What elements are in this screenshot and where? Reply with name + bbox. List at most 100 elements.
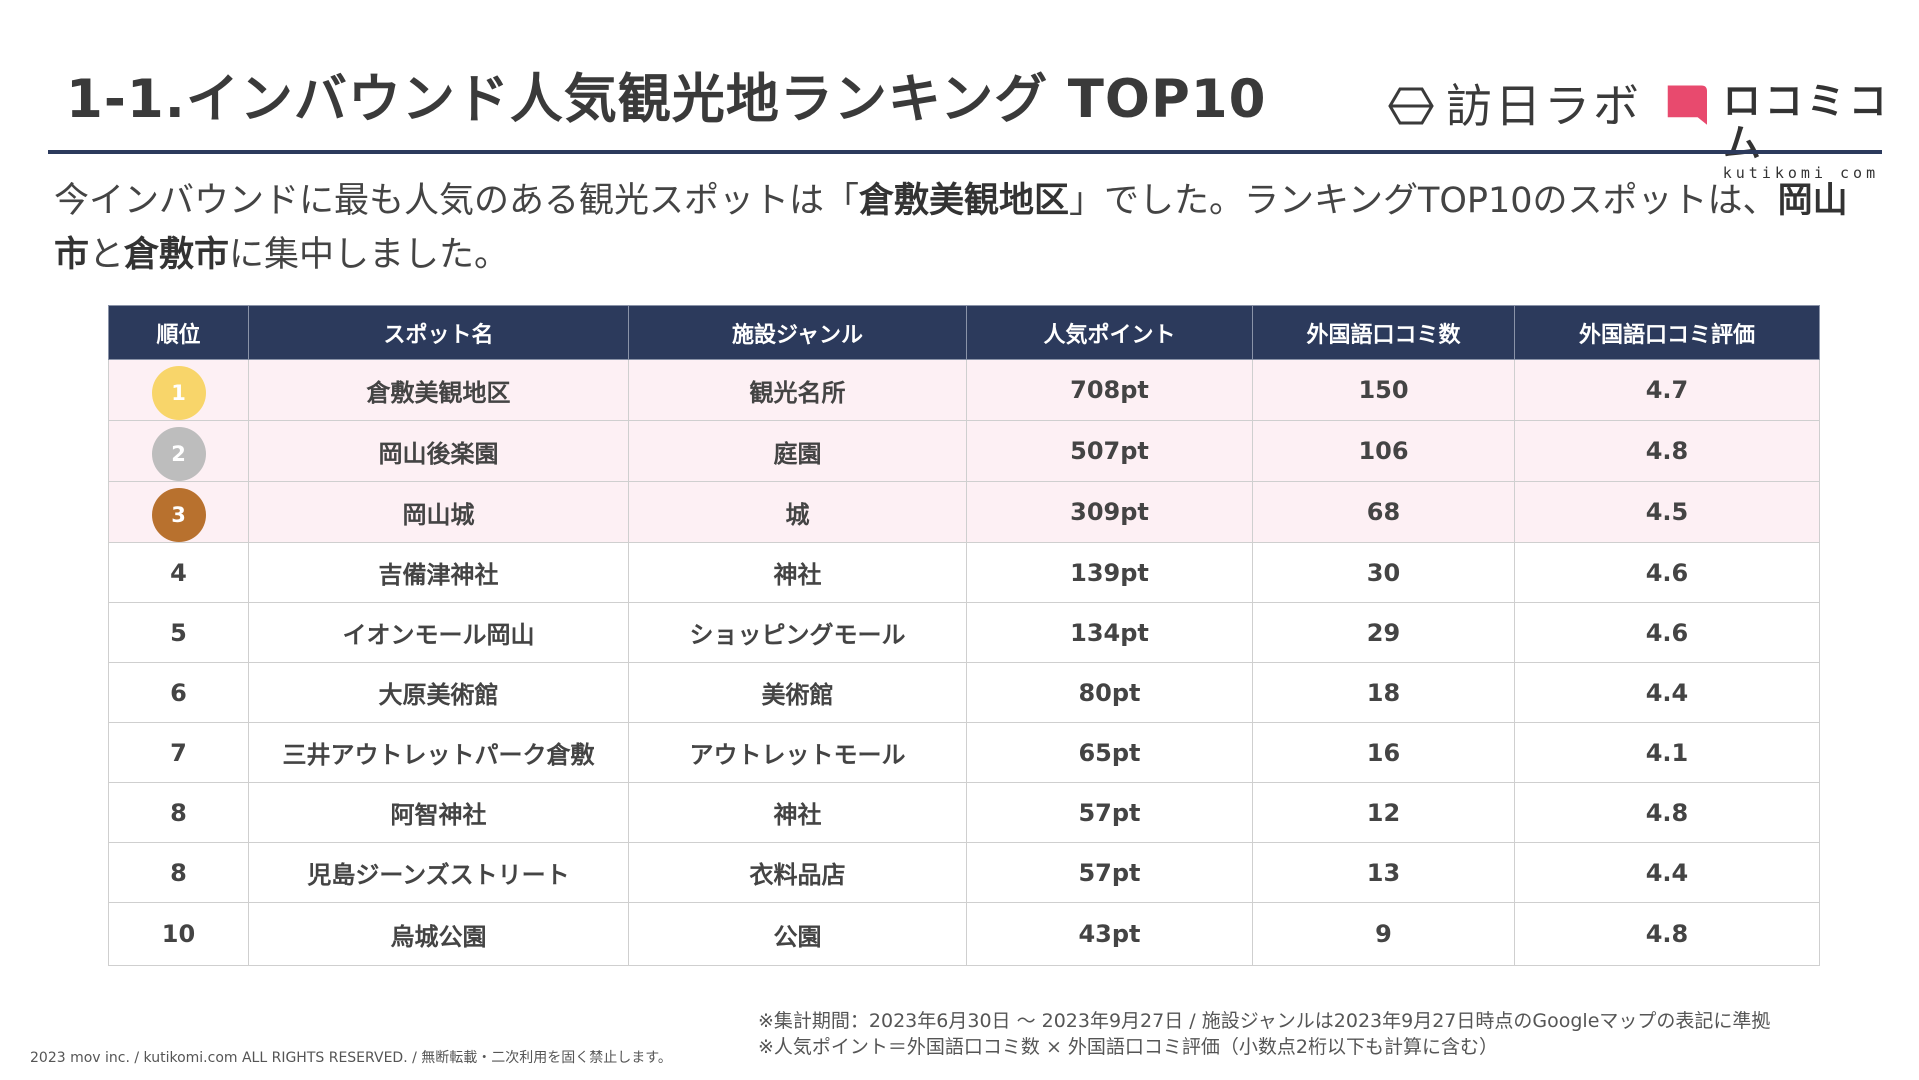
- reviews-cell: 18: [1252, 662, 1515, 723]
- rating-cell: 4.8: [1514, 782, 1820, 843]
- genre-cell: アウトレットモール: [628, 722, 967, 783]
- rank-cell: 7: [108, 722, 249, 783]
- column-header: 順位: [108, 305, 249, 360]
- table-row: 4 吉備津神社 神社 139pt 30 4.6: [108, 542, 1820, 603]
- footnotes: ※集計期間：2023年6月30日 ～ 2023年9月27日 / 施設ジャンルは2…: [758, 1008, 1770, 1060]
- gold-medal: 1: [151, 366, 206, 420]
- column-header: 外国語口コミ評価: [1514, 305, 1820, 360]
- footnote-formula: ※人気ポイント＝外国語口コミ数 × 外国語口コミ評価（小数点2桁以下も計算に含む…: [758, 1036, 1499, 1058]
- table-row: 5 イオンモール岡山 ショッピングモール 134pt 29 4.6: [108, 602, 1820, 663]
- lead-paragraph: 今インバウンドに最も人気のある観光スポットは「倉敷美観地区」でした。ランキングT…: [54, 174, 1854, 282]
- rating-cell: 4.7: [1514, 359, 1820, 421]
- lead-text: 」でした。ランキングTOP10のスポットは、: [1069, 181, 1778, 221]
- footnote-period: ※集計期間：2023年6月30日 ～ 2023年9月27日 / 施設ジャンルは2…: [758, 1010, 1771, 1032]
- spot-name-cell: イオンモール岡山: [248, 602, 629, 663]
- genre-cell: 衣料品店: [628, 842, 967, 903]
- lead-text: と: [89, 235, 125, 275]
- kutikomi-logo: ロコミコム kutikomi com: [1664, 80, 1919, 182]
- column-header: 人気ポイント: [966, 305, 1253, 360]
- points-cell: 134pt: [966, 602, 1253, 663]
- bronze-medal: 3: [151, 488, 206, 542]
- points-cell: 708pt: [966, 359, 1253, 421]
- hexagon-logo-icon: [1388, 87, 1434, 125]
- reviews-cell: 68: [1252, 481, 1515, 543]
- rank-cell: 5: [108, 602, 249, 663]
- rating-cell: 4.6: [1514, 542, 1820, 603]
- lead-emphasis: 倉敷美観地区: [859, 181, 1070, 221]
- table-row: 1 倉敷美観地区 観光名所 708pt 150 4.7: [108, 359, 1820, 421]
- logo2-main: ロコミコム: [1722, 79, 1891, 165]
- rating-cell: 4.4: [1514, 842, 1820, 903]
- reviews-cell: 13: [1252, 842, 1515, 903]
- genre-cell: 城: [628, 481, 967, 543]
- genre-cell: 神社: [628, 542, 967, 603]
- rating-cell: 4.8: [1514, 420, 1820, 482]
- genre-cell: 庭園: [628, 420, 967, 482]
- rating-cell: 4.4: [1514, 662, 1820, 723]
- reviews-cell: 12: [1252, 782, 1515, 843]
- spot-name-cell: 児島ジーンズストリート: [248, 842, 629, 903]
- table-row: 8 阿智神社 神社 57pt 12 4.8: [108, 782, 1820, 843]
- table-row: 10 烏城公園 公園 43pt 9 4.8: [108, 902, 1820, 966]
- spot-name-cell: 烏城公園: [248, 902, 629, 966]
- points-cell: 57pt: [966, 782, 1253, 843]
- rank-cell: 10: [108, 902, 249, 966]
- rank-cell: 8: [108, 782, 249, 843]
- rating-cell: 4.1: [1514, 722, 1820, 783]
- spot-name-cell: 吉備津神社: [248, 542, 629, 603]
- spot-name-cell: 岡山後楽園: [248, 420, 629, 482]
- rank-cell: 6: [108, 662, 249, 723]
- column-header: スポット名: [248, 305, 629, 360]
- reviews-cell: 150: [1252, 359, 1515, 421]
- table-row: 2 岡山後楽園 庭園 507pt 106 4.8: [108, 420, 1820, 482]
- table-row: 8 児島ジーンズストリート 衣料品店 57pt 13 4.4: [108, 842, 1820, 903]
- reviews-cell: 106: [1252, 420, 1515, 482]
- spot-name-cell: 倉敷美観地区: [248, 359, 629, 421]
- rank-cell: 4: [108, 542, 249, 603]
- rank-cell: 2: [108, 420, 249, 482]
- reviews-cell: 9: [1252, 902, 1515, 966]
- rank-cell: 8: [108, 842, 249, 903]
- reviews-cell: 16: [1252, 722, 1515, 783]
- rating-cell: 4.8: [1514, 902, 1820, 966]
- points-cell: 507pt: [966, 420, 1253, 482]
- points-cell: 65pt: [966, 722, 1253, 783]
- table-row: 7 三井アウトレットパーク倉敷 アウトレットモール 65pt 16 4.1: [108, 722, 1820, 783]
- genre-cell: 観光名所: [628, 359, 967, 421]
- rank-cell: 3: [108, 481, 249, 543]
- spot-name-cell: 三井アウトレットパーク倉敷: [248, 722, 629, 783]
- ranking-table: 順位 スポット名 施設ジャンル 人気ポイント 外国語口コミ数 外国語口コミ評価 …: [108, 305, 1820, 966]
- silver-medal: 2: [151, 427, 206, 481]
- points-cell: 309pt: [966, 481, 1253, 543]
- table-row: 3 岡山城 城 309pt 68 4.5: [108, 481, 1820, 543]
- genre-cell: 神社: [628, 782, 967, 843]
- points-cell: 43pt: [966, 902, 1253, 966]
- lead-text: 今インバウンドに最も人気のある観光スポットは「: [54, 181, 860, 221]
- spot-name-cell: 阿智神社: [248, 782, 629, 843]
- points-cell: 139pt: [966, 542, 1253, 603]
- rating-cell: 4.5: [1514, 481, 1820, 543]
- lead-emphasis: 倉敷市: [124, 235, 230, 275]
- points-cell: 57pt: [966, 842, 1253, 903]
- table-row: 6 大原美術館 美術館 80pt 18 4.4: [108, 662, 1820, 723]
- rank-cell: 1: [108, 359, 249, 421]
- title-divider: [48, 150, 1882, 154]
- column-header: 外国語口コミ数: [1252, 305, 1515, 360]
- speech-bubble-icon: [1667, 85, 1707, 125]
- houjin-labo-logo: 訪日ラボ: [1388, 78, 1642, 134]
- spot-name-cell: 大原美術館: [248, 662, 629, 723]
- lead-text: に集中しました。: [229, 235, 510, 275]
- genre-cell: 公園: [628, 902, 967, 966]
- logo1-text: 訪日ラボ: [1446, 79, 1642, 133]
- reviews-cell: 30: [1252, 542, 1515, 603]
- logo2-sub: kutikomi com: [1722, 164, 1880, 182]
- genre-cell: 美術館: [628, 662, 967, 723]
- genre-cell: ショッピングモール: [628, 602, 967, 663]
- spot-name-cell: 岡山城: [248, 481, 629, 543]
- rating-cell: 4.6: [1514, 602, 1820, 663]
- reviews-cell: 29: [1252, 602, 1515, 663]
- table-header-row: 順位 スポット名 施設ジャンル 人気ポイント 外国語口コミ数 外国語口コミ評価: [108, 305, 1820, 360]
- points-cell: 80pt: [966, 662, 1253, 723]
- copyright: 2023 mov inc. / kutikomi.com ALL RIGHTS …: [30, 1050, 672, 1066]
- lead-emphasis: 岡山市: [54, 181, 1848, 275]
